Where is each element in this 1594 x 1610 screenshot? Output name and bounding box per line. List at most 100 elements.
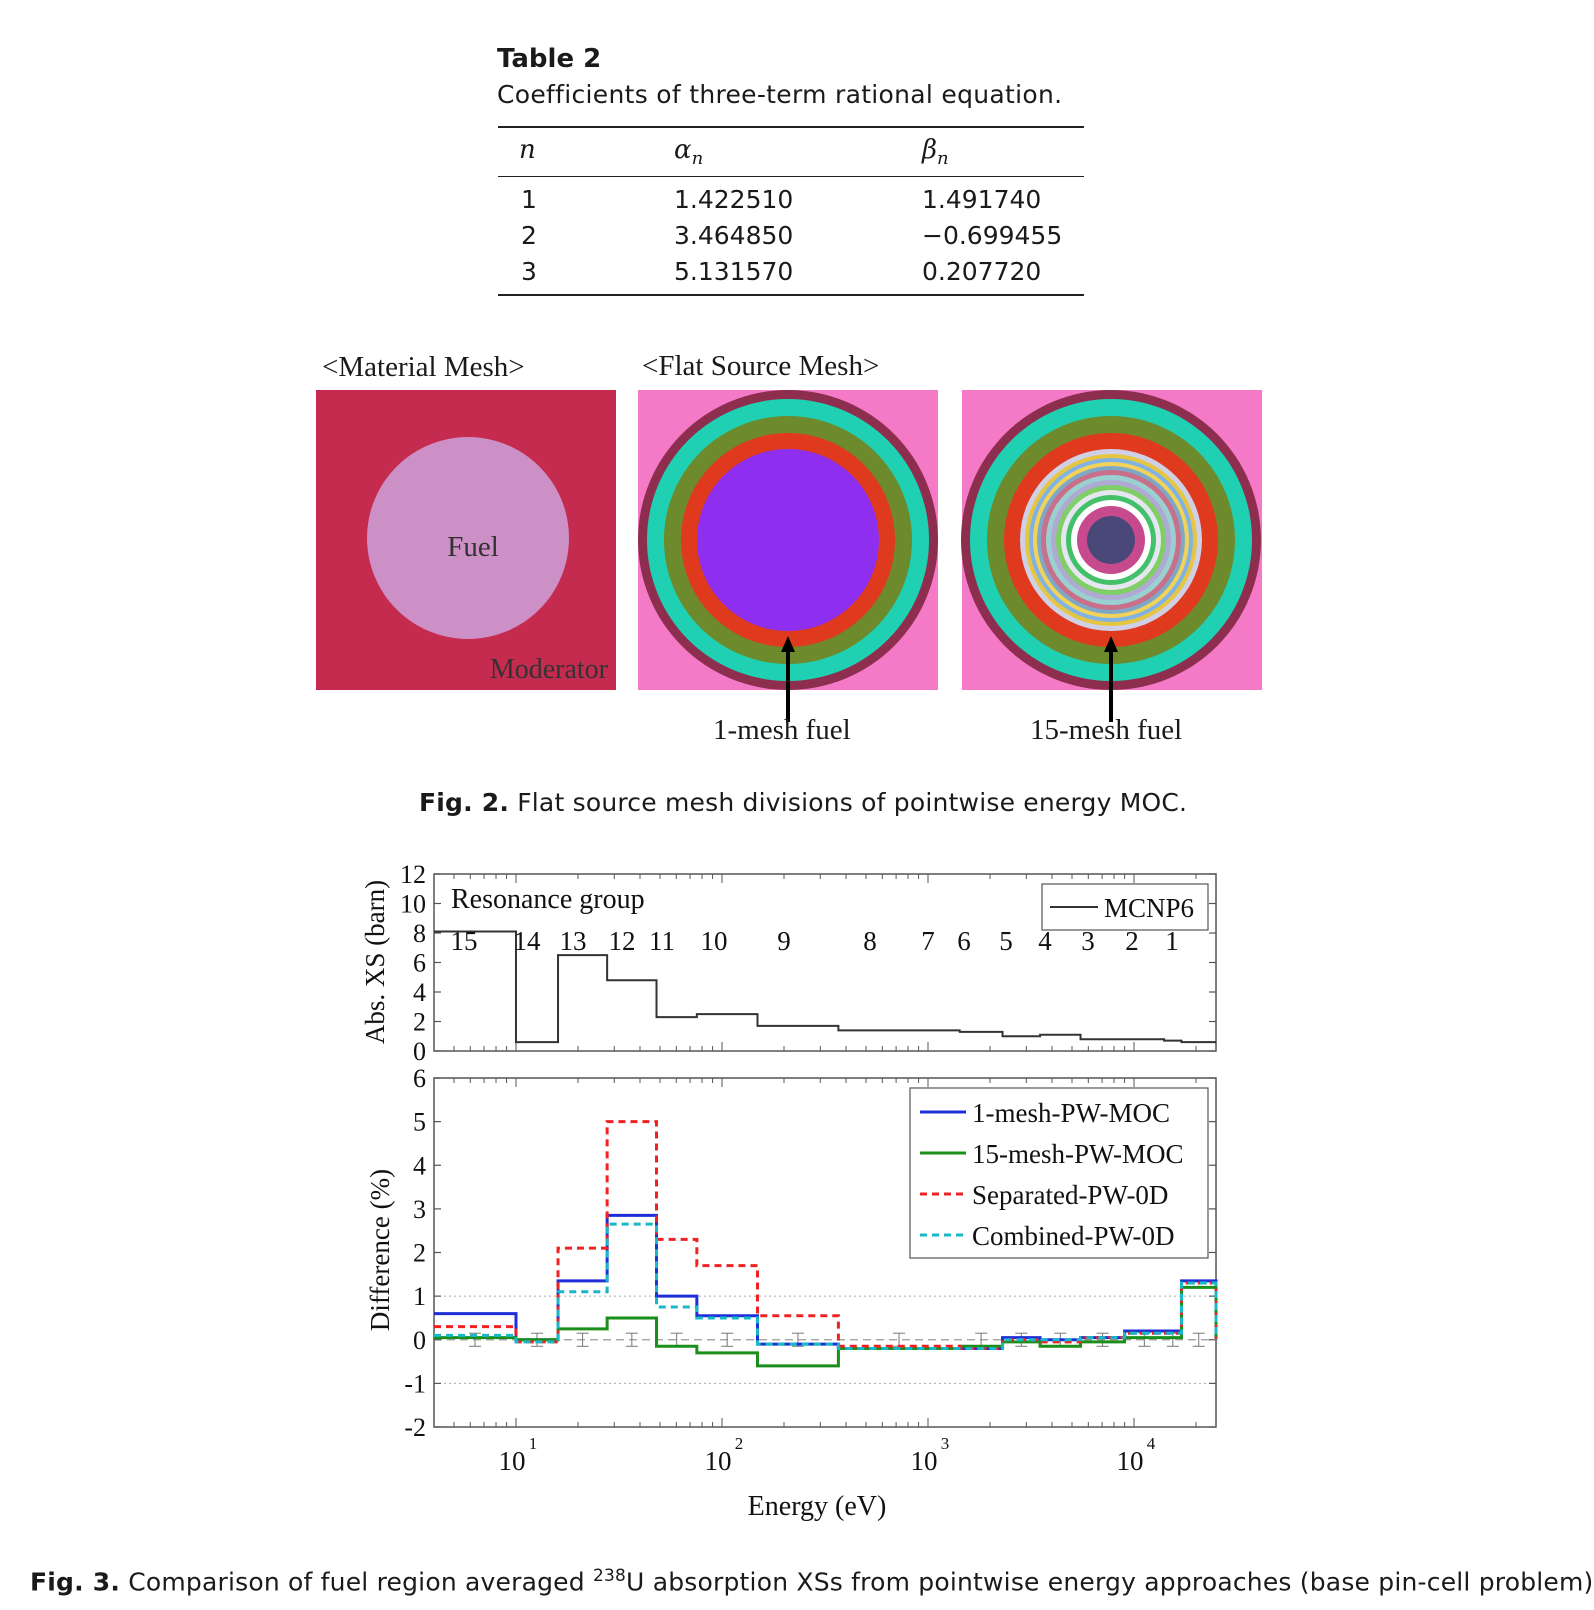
bottom-y-tick-label: 4 bbox=[413, 1151, 426, 1180]
fig2-caption-prefix: Fig. 2. bbox=[419, 788, 510, 817]
x-tick-label: 10 bbox=[704, 1446, 731, 1476]
mesh-figure: Fuel Moderator bbox=[316, 390, 1262, 722]
bottom-y-tick-label: 2 bbox=[413, 1239, 426, 1268]
series-line-15-mesh-pw-moc bbox=[434, 1285, 1218, 1368]
top-x-minor-ticks bbox=[433, 874, 1197, 1051]
group-number-label: 3 bbox=[1081, 926, 1095, 956]
table-cell: 0.207720 bbox=[922, 257, 1042, 286]
top-y-tick-label: 10 bbox=[400, 890, 426, 919]
bottom-grid-lines bbox=[434, 1295, 1216, 1384]
arrow-1mesh-head bbox=[781, 636, 795, 652]
table-title: Table 2 bbox=[497, 44, 602, 74]
legend-mcnp6-label: MCNP6 bbox=[1104, 893, 1194, 923]
group-number-label: 7 bbox=[921, 926, 935, 956]
table-caption: Coefficients of three-term rational equa… bbox=[497, 80, 1063, 109]
legend-label: Combined-PW-0D bbox=[972, 1221, 1175, 1251]
fig3-caption-prefix: Fig. 3. bbox=[30, 1567, 121, 1597]
group-number-label: 10 bbox=[701, 926, 728, 956]
bottom-y-tick-label: -2 bbox=[404, 1413, 426, 1442]
table-cell: 3.464850 bbox=[674, 221, 794, 250]
x-tick-label: 10 bbox=[1117, 1446, 1144, 1476]
difference-series bbox=[434, 1120, 1218, 1368]
arrow-15mesh-head bbox=[1104, 636, 1118, 652]
group-number-label: 15 bbox=[451, 926, 478, 956]
x-tick-exponent: 3 bbox=[941, 1434, 950, 1453]
one-mesh-panel bbox=[638, 390, 938, 722]
fig3-caption-text-before: Comparison of fuel region averaged bbox=[128, 1567, 585, 1597]
table-cell: −0.699455 bbox=[922, 221, 1063, 250]
group-number-label: 14 bbox=[514, 926, 542, 956]
fig3-caption-superscript: 238 bbox=[592, 1566, 627, 1586]
bottom-y-ticks: -2 -1 0 1 2 3 4 5 6 bbox=[404, 1064, 1216, 1442]
table-cell: 1 bbox=[521, 185, 537, 214]
table-header-beta: βn bbox=[922, 135, 949, 170]
fuel-region bbox=[367, 437, 569, 639]
top-y-tick-label: 8 bbox=[413, 919, 426, 948]
x-tick-exponent: 1 bbox=[529, 1434, 538, 1453]
fuel-15-rings bbox=[1020, 449, 1202, 631]
fig2-caption-text: Flat source mesh divisions of pointwise … bbox=[517, 788, 1188, 817]
top-y-tick-label: 0 bbox=[413, 1037, 426, 1066]
group-number-label: 4 bbox=[1038, 926, 1052, 956]
flat-source-mesh-label: <Flat Source Mesh> bbox=[642, 350, 880, 382]
legend-label: 1-mesh-PW-MOC bbox=[972, 1098, 1170, 1128]
bottom-y-tick-label: 3 bbox=[413, 1195, 426, 1224]
fig3-caption: Fig. 3. Comparison of fuel region averag… bbox=[30, 1566, 1594, 1596]
bottom-legend-box bbox=[909, 1087, 1209, 1259]
fifteen-mesh-panel bbox=[961, 390, 1262, 722]
top-y-tick-label: 2 bbox=[413, 1008, 426, 1037]
legend-label: 15-mesh-PW-MOC bbox=[972, 1139, 1184, 1169]
moderator-label: Moderator bbox=[490, 654, 609, 685]
fifteen-mesh-fuel-label: 15-mesh fuel bbox=[1030, 714, 1183, 746]
group-number-label: 12 bbox=[609, 926, 636, 956]
table-cell: 3 bbox=[521, 257, 537, 286]
group-number-label: 2 bbox=[1125, 926, 1139, 956]
group-number-label: 6 bbox=[957, 926, 971, 956]
resonance-group-numbers: 15 14 13 12 11 10 9 8 7 6 5 4 3 2 1 bbox=[451, 926, 1179, 956]
legend-label: Separated-PW-0D bbox=[972, 1180, 1168, 1210]
bottom-y-tick-label: -1 bbox=[404, 1369, 426, 1398]
table-header-n: n bbox=[519, 135, 536, 165]
group-number-label: 1 bbox=[1165, 926, 1179, 956]
fuel-label: Fuel bbox=[447, 531, 499, 563]
table-cell: 2 bbox=[521, 221, 537, 250]
top-y-tick-label: 12 bbox=[400, 860, 426, 889]
x-axis-label: Energy (eV) bbox=[748, 1491, 887, 1522]
table-header-rule bbox=[498, 176, 1084, 177]
group-number-label: 9 bbox=[777, 926, 791, 956]
bottom-y-axis-label: Difference (%) bbox=[365, 1169, 395, 1331]
x-tick-label: 10 bbox=[498, 1446, 525, 1476]
one-mesh-fuel-label: 1-mesh fuel bbox=[713, 714, 851, 746]
group-number-label: 11 bbox=[649, 926, 675, 956]
series-line-combined-pw-0d bbox=[434, 1222, 1218, 1350]
table-top-rule bbox=[498, 126, 1084, 128]
bottom-legend: 1-mesh-PW-MOC 15-mesh-PW-MOC Separated-PW-… bbox=[920, 1098, 1184, 1251]
table-cell: 5.131570 bbox=[674, 257, 794, 286]
x-tick-label: 10 bbox=[911, 1446, 938, 1476]
bottom-y-tick-label: 0 bbox=[413, 1326, 426, 1355]
group-number-label: 8 bbox=[863, 926, 877, 956]
fuel-sub-ring bbox=[1087, 516, 1135, 564]
group-number-label: 5 bbox=[999, 926, 1013, 956]
fuel-single-mesh bbox=[697, 449, 879, 631]
bottom-y-tick-label: 6 bbox=[413, 1064, 426, 1093]
table-bottom-rule bbox=[498, 294, 1084, 296]
top-y-tick-label: 4 bbox=[413, 978, 426, 1007]
x-tick-exponent: 4 bbox=[1147, 1434, 1156, 1453]
fig2-caption: Fig. 2. Flat source mesh divisions of po… bbox=[419, 788, 1187, 817]
material-mesh-panel: Fuel Moderator bbox=[316, 390, 616, 690]
bottom-y-tick-label: 5 bbox=[413, 1108, 426, 1137]
table-header-alpha: αn bbox=[674, 135, 704, 170]
top-y-axis-label: Abs. XS (barn) bbox=[360, 880, 390, 1044]
material-mesh-label: <Material Mesh> bbox=[322, 351, 525, 383]
resonance-group-annotation: Resonance group bbox=[451, 884, 645, 915]
table-cell: 1.422510 bbox=[674, 185, 794, 214]
bottom-y-tick-label: 1 bbox=[413, 1282, 426, 1311]
mcnp6-series-line bbox=[434, 930, 1216, 1044]
table-cell: 1.491740 bbox=[922, 185, 1042, 214]
x-tick-exponent: 2 bbox=[735, 1434, 744, 1453]
fig3-caption-text-after: U absorption XSs from pointwise energy a… bbox=[626, 1567, 1594, 1597]
